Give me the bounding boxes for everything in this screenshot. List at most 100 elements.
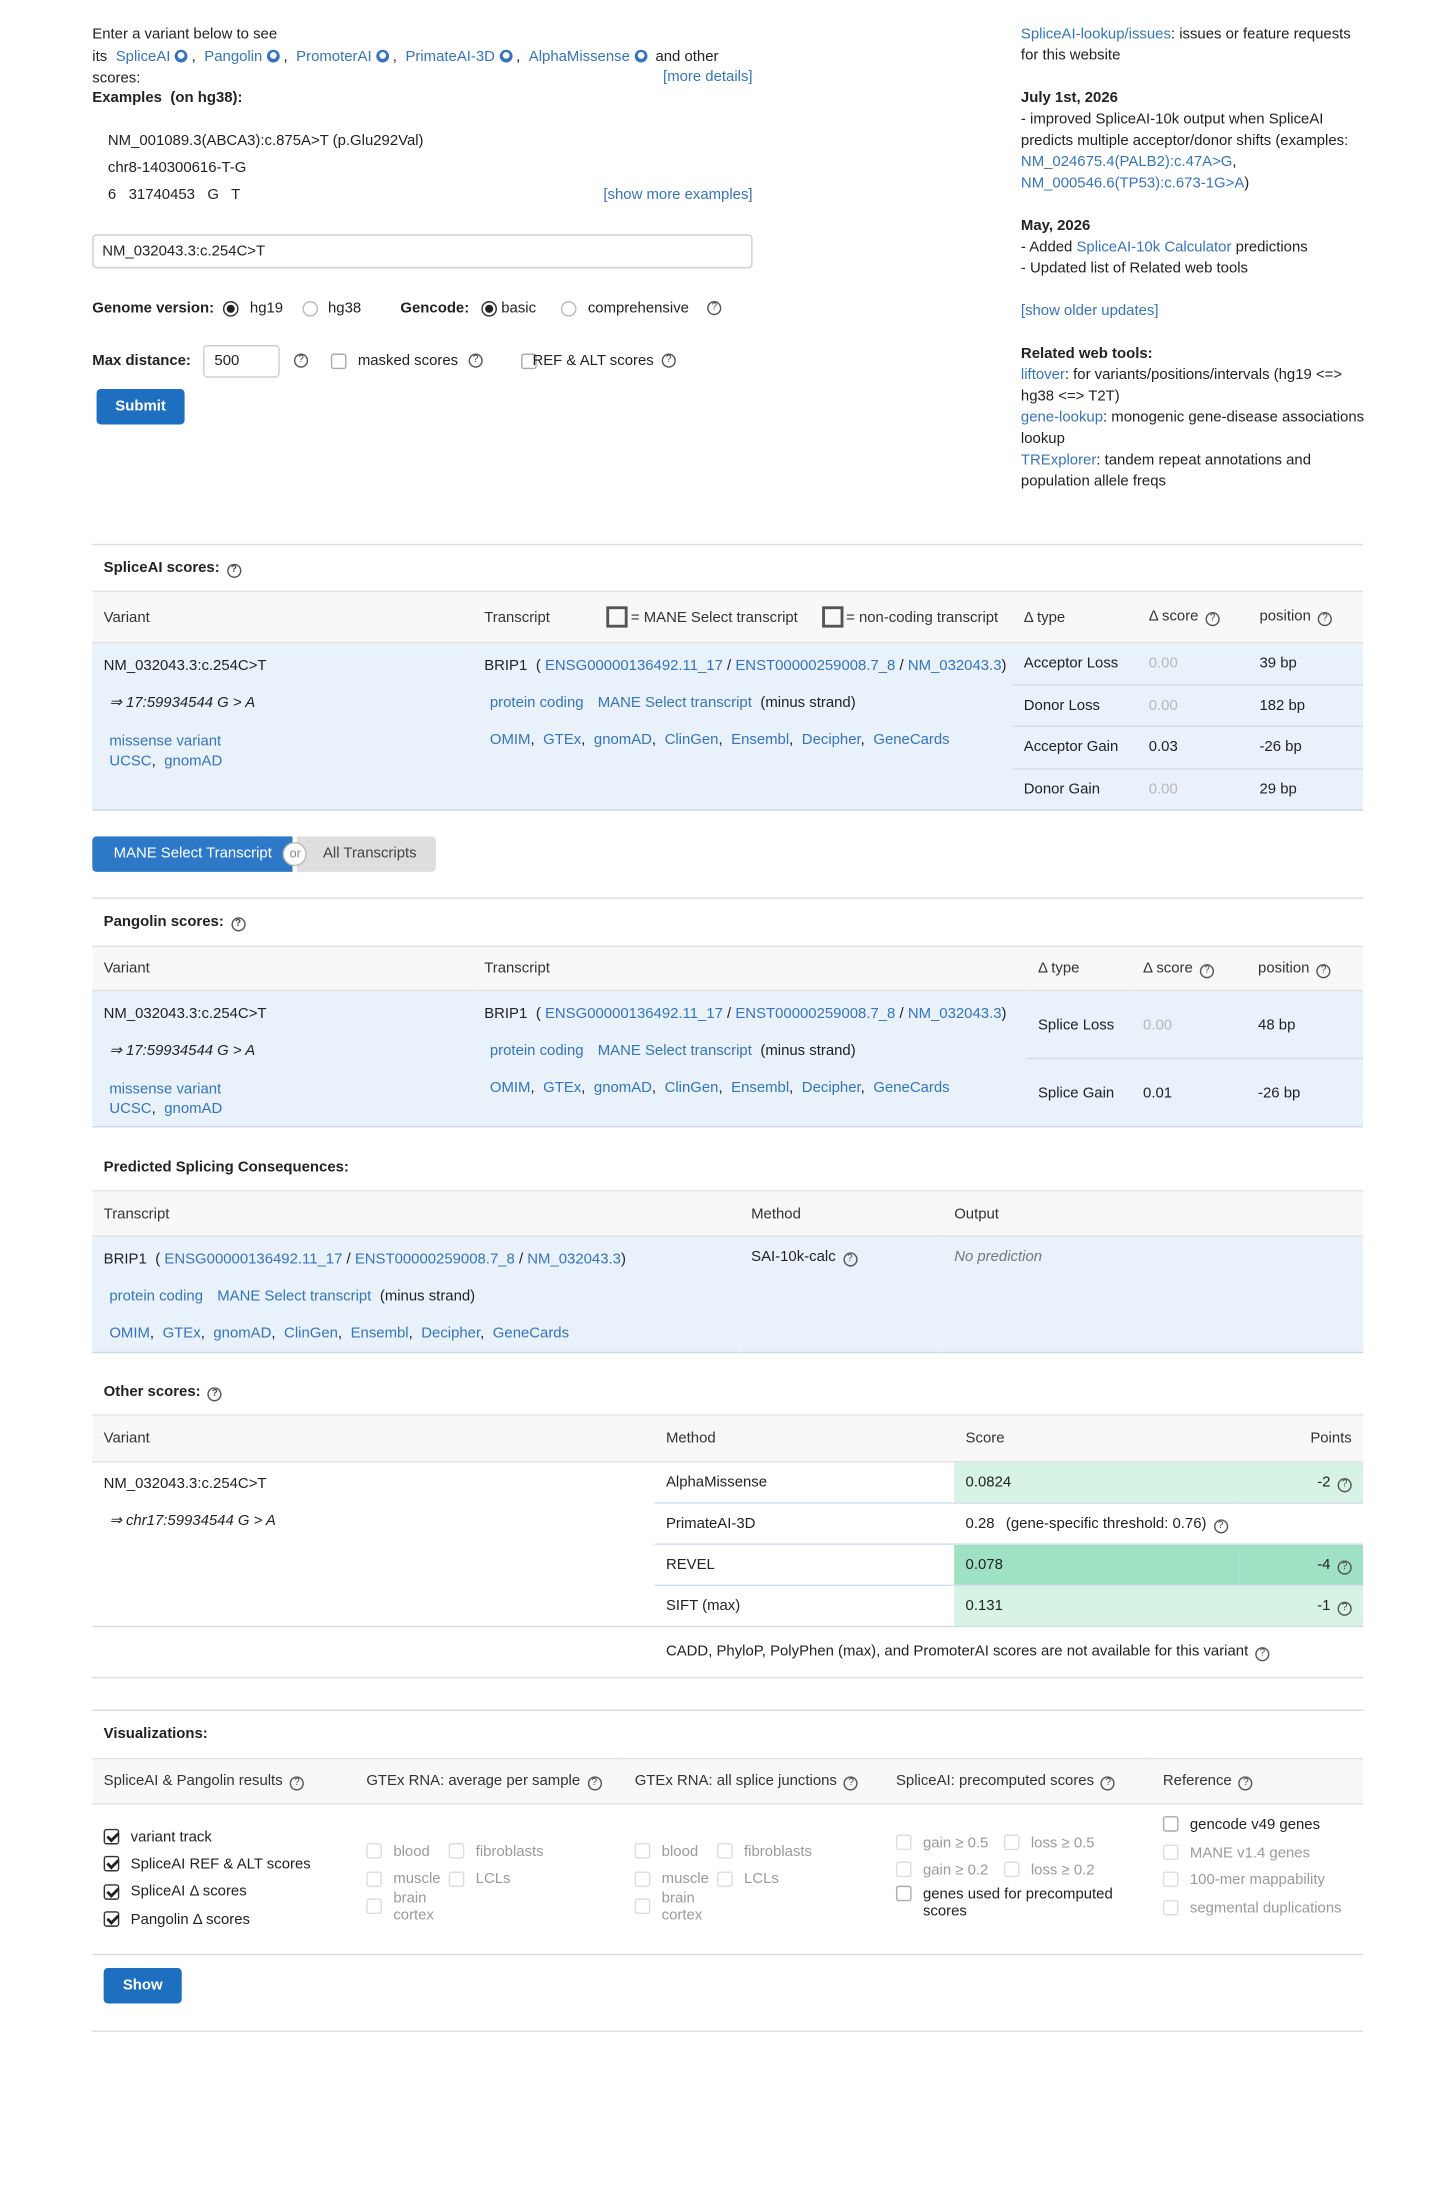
help-icon[interactable]	[289, 1776, 304, 1791]
related-link[interactable]: liftover	[1020, 366, 1065, 384]
example[interactable]: 6 31740453 G T	[107, 186, 241, 204]
help-icon[interactable]	[1213, 1518, 1228, 1533]
github-icon[interactable]	[375, 48, 389, 62]
variant-link[interactable]: gnomAD	[164, 1100, 223, 1118]
gene-link[interactable]: Decipher	[802, 731, 868, 748]
biotype-link[interactable]: protein coding	[109, 1287, 204, 1305]
help-icon[interactable]	[1337, 1559, 1352, 1574]
update-link[interactable]: NM_024675.4(PALB2):c.47A>G	[1020, 153, 1233, 171]
biotype-link[interactable]: protein coding	[489, 1042, 584, 1060]
tool-link[interactable]: AlphaMissense	[528, 47, 630, 65]
tool-link[interactable]: SpliceAI	[115, 47, 171, 65]
mane-link[interactable]: MANE Select transcript	[597, 1042, 752, 1060]
gene-link[interactable]: GTEx	[543, 731, 588, 748]
help-icon[interactable]	[587, 1776, 602, 1791]
gene-link[interactable]: gnomAD	[213, 1325, 278, 1342]
checkbox[interactable]	[103, 1829, 120, 1845]
help-icon[interactable]	[661, 353, 676, 368]
toggle-selected[interactable]: MANE Select Transcript	[92, 836, 294, 872]
help-icon[interactable]	[226, 563, 241, 578]
toggle-other[interactable]: All Transcripts	[297, 836, 437, 872]
radio[interactable]	[481, 300, 497, 316]
gene-link[interactable]: ClinGen	[665, 731, 726, 748]
help-icon[interactable]	[1205, 611, 1220, 627]
transcript-id[interactable]: ENST00000259008.7_8	[355, 1251, 527, 1268]
gene-link[interactable]: gnomAD	[594, 1079, 659, 1096]
gene-link[interactable]: Ensembl	[351, 1325, 416, 1342]
gene-link[interactable]: Decipher	[802, 1079, 868, 1096]
gene-link[interactable]: GeneCards	[873, 1079, 950, 1097]
transcript-id[interactable]: ENST00000259008.7_8	[735, 1005, 907, 1022]
transcript-id[interactable]: NM_032043.3	[527, 1250, 621, 1268]
tool-link[interactable]: PromoterAI	[296, 47, 372, 65]
submit-button[interactable]: Submit	[96, 389, 185, 425]
github-icon[interactable]	[266, 48, 280, 62]
variant-link[interactable]: UCSC	[109, 1100, 158, 1117]
gene-link[interactable]: OMIM	[109, 1325, 157, 1342]
gene-link[interactable]: OMIM	[490, 1079, 538, 1096]
option[interactable]: Pangolin Δ scores	[103, 1905, 355, 1932]
related-link[interactable]: gene-lookup	[1020, 408, 1103, 426]
gene-link[interactable]: Decipher	[421, 1325, 487, 1342]
max-distance-input[interactable]: 500	[203, 345, 280, 378]
related-link[interactable]: TRExplorer	[1020, 451, 1097, 469]
issues-link[interactable]: SpliceAI-lookup/issues	[1020, 25, 1171, 43]
consequence-link[interactable]: missense variant	[109, 732, 222, 750]
option[interactable]: SpliceAI REF & ALT scores	[103, 1851, 355, 1878]
help-icon[interactable]	[1255, 1647, 1270, 1662]
help-icon[interactable]	[1337, 1477, 1352, 1492]
example[interactable]: NM_001089.3(ABCA3):c.875A>T (p.Glu292Val…	[107, 132, 424, 150]
help-icon[interactable]	[1101, 1776, 1116, 1791]
gene-link[interactable]: GTEx	[543, 1079, 588, 1096]
help-icon[interactable]	[293, 353, 309, 368]
gene-link[interactable]: Ensembl	[731, 1079, 796, 1096]
radio[interactable]	[222, 300, 239, 316]
github-icon[interactable]	[499, 48, 512, 62]
help-icon[interactable]	[230, 917, 246, 932]
transcript-id[interactable]: ENST00000259008.7_8	[735, 657, 907, 674]
option[interactable]: gencode v49 genes	[1162, 1816, 1355, 1833]
checkbox[interactable]	[330, 352, 347, 369]
help-icon[interactable]	[207, 1387, 222, 1402]
github-icon[interactable]	[174, 48, 188, 62]
transcript-id[interactable]: NM_032043.3	[907, 1005, 1002, 1023]
gene-link[interactable]: Ensembl	[731, 731, 796, 748]
transcript-id[interactable]: NM_032043.3	[907, 657, 1002, 675]
help-icon[interactable]	[843, 1776, 859, 1791]
github-icon[interactable]	[634, 48, 647, 62]
checkbox[interactable]	[895, 1885, 912, 1902]
option[interactable]: variant track	[103, 1823, 355, 1850]
consequence-link[interactable]: missense variant	[109, 1080, 222, 1098]
option[interactable]: genes used for precomputed scores	[895, 1883, 1132, 1920]
gene-link[interactable]: gnomAD	[594, 731, 659, 748]
gene-link[interactable]: ClinGen	[284, 1325, 345, 1342]
transcript-id[interactable]: ENSG00000136492.11_17	[164, 1251, 354, 1268]
tool-link[interactable]: PrimateAI-3D	[405, 47, 495, 65]
variant-link[interactable]: UCSC	[109, 753, 158, 770]
gene-link[interactable]: GTEx	[163, 1325, 208, 1342]
gene-link[interactable]: GeneCards	[873, 731, 950, 749]
help-icon[interactable]	[468, 353, 483, 368]
checkbox[interactable]	[521, 352, 537, 369]
gene-link[interactable]: GeneCards	[492, 1324, 570, 1342]
example[interactable]: chr8-140300616-T-G	[107, 159, 247, 177]
gene-link[interactable]: ClinGen	[665, 1079, 726, 1096]
transcript-id[interactable]: ENSG00000136492.11_17	[545, 1005, 735, 1022]
checkbox[interactable]	[103, 1883, 120, 1900]
help-icon[interactable]	[1199, 963, 1215, 978]
radio[interactable]	[302, 300, 319, 316]
update-link[interactable]: NM_000546.6(TP53):c.673-1G>A	[1020, 174, 1245, 192]
mane-link[interactable]: MANE Select transcript	[217, 1287, 372, 1305]
show-more-examples[interactable]: [show more examples]	[603, 186, 753, 204]
variant-input[interactable]: NM_032043.3:c.254C>T	[92, 234, 753, 269]
mane-link[interactable]: MANE Select transcript	[597, 694, 752, 712]
checkbox[interactable]	[103, 1856, 120, 1873]
help-icon[interactable]	[1238, 1776, 1254, 1791]
update-link[interactable]: SpliceAI-10k Calculator	[1076, 238, 1232, 256]
help-icon[interactable]	[1316, 963, 1331, 978]
help-icon[interactable]	[707, 301, 722, 316]
radio[interactable]	[560, 300, 577, 316]
show-older-updates[interactable]: [show older updates]	[1020, 302, 1159, 320]
biotype-link[interactable]: protein coding	[489, 694, 584, 712]
option[interactable]: SpliceAI Δ scores	[103, 1878, 355, 1905]
